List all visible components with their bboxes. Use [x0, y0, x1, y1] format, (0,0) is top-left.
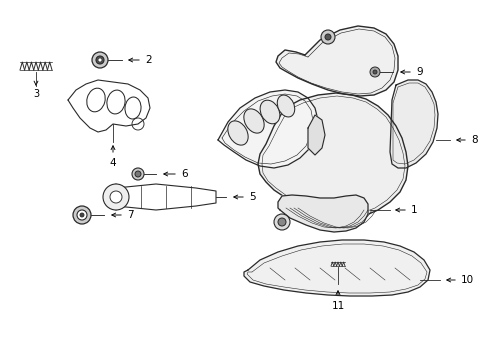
Circle shape [103, 184, 129, 210]
Circle shape [278, 218, 286, 226]
Circle shape [77, 210, 87, 220]
Circle shape [132, 168, 144, 180]
Circle shape [274, 214, 290, 230]
Polygon shape [258, 93, 408, 218]
Circle shape [373, 70, 377, 74]
Text: 1: 1 [411, 205, 417, 215]
Text: 11: 11 [331, 301, 344, 311]
Circle shape [110, 191, 122, 203]
Polygon shape [278, 195, 368, 232]
Text: 9: 9 [416, 67, 423, 77]
Polygon shape [244, 240, 430, 296]
Circle shape [92, 52, 108, 68]
Text: 4: 4 [110, 158, 116, 168]
Ellipse shape [260, 100, 280, 124]
Text: 7: 7 [127, 210, 134, 220]
Circle shape [321, 30, 335, 44]
Polygon shape [218, 90, 318, 168]
Ellipse shape [244, 109, 264, 133]
Circle shape [135, 171, 141, 177]
Ellipse shape [228, 121, 248, 145]
Circle shape [73, 206, 91, 224]
Text: 5: 5 [249, 192, 256, 202]
Text: 6: 6 [181, 169, 188, 179]
Text: 2: 2 [145, 55, 151, 65]
Polygon shape [390, 80, 438, 168]
Circle shape [96, 56, 104, 64]
Text: 10: 10 [461, 275, 474, 285]
Ellipse shape [277, 95, 294, 117]
Circle shape [370, 67, 380, 77]
Circle shape [98, 58, 102, 62]
Polygon shape [276, 26, 398, 96]
Circle shape [80, 213, 84, 217]
Polygon shape [308, 115, 325, 155]
Text: 8: 8 [471, 135, 478, 145]
Text: 3: 3 [33, 89, 39, 99]
Circle shape [325, 34, 331, 40]
